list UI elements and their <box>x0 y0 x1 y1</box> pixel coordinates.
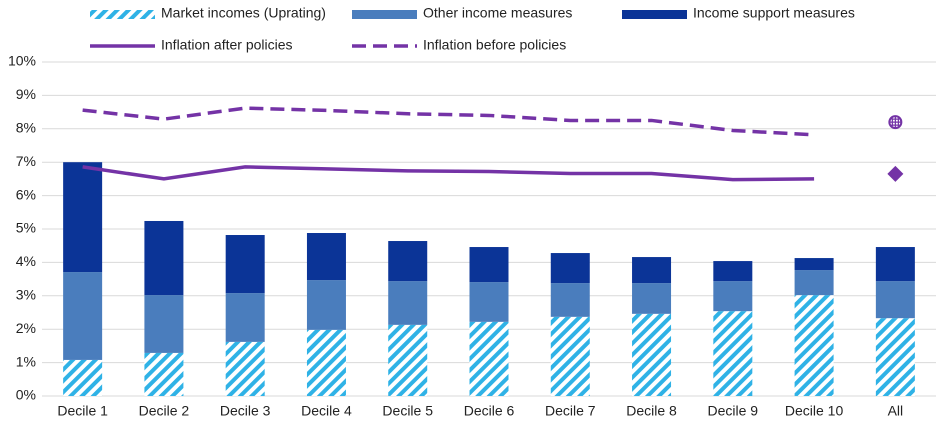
bar-segment <box>225 293 265 342</box>
line <box>82 165 815 182</box>
legend-swatch <box>90 10 155 19</box>
bar-segment <box>469 282 509 322</box>
bar-segment <box>713 311 753 396</box>
legend-label: Other income measures <box>423 5 572 21</box>
bar-segment <box>713 261 753 282</box>
bar-segment <box>469 321 509 396</box>
bar-segment <box>63 272 103 360</box>
legend-label: Inflation before policies <box>423 37 566 53</box>
marker-cross <box>889 116 902 129</box>
bar-segment <box>144 295 184 353</box>
bar-segment <box>794 270 834 296</box>
bar-segment <box>225 235 265 294</box>
line <box>82 106 815 137</box>
x-tick-label: Decile 10 <box>785 403 844 419</box>
x-tick-label: Decile 2 <box>139 403 190 419</box>
x-tick-label: Decile 7 <box>545 403 596 419</box>
legend-label: Income support measures <box>693 5 855 21</box>
bar-segment <box>875 281 915 319</box>
y-tick-label: 5% <box>16 220 36 236</box>
x-tick-label: Decile 6 <box>464 403 515 419</box>
x-tick-label: All <box>888 403 904 419</box>
y-tick-label: 1% <box>16 353 36 369</box>
legend-label: Market incomes (Uprating) <box>161 5 326 21</box>
y-tick-label: 0% <box>16 387 36 403</box>
bar-segment <box>225 341 265 396</box>
bar-segment <box>63 359 103 396</box>
bar-segment <box>550 316 590 396</box>
bar-segment <box>144 352 184 396</box>
bar-segment <box>632 313 672 396</box>
bar-segment <box>550 283 590 317</box>
bar-segment <box>794 295 834 396</box>
marker <box>888 115 903 130</box>
bar-segment <box>550 253 590 284</box>
bar-segment <box>63 162 103 273</box>
bar-segment <box>875 247 915 282</box>
bar-segment <box>713 281 753 312</box>
y-tick-label: 8% <box>16 120 36 136</box>
bar-segment <box>388 241 428 282</box>
marker <box>887 165 904 182</box>
y-tick-label: 10% <box>8 53 36 69</box>
bar-segment <box>388 324 428 396</box>
bar-segment <box>388 281 428 325</box>
bar-segment <box>632 283 672 314</box>
bar-segment <box>306 233 346 281</box>
bar-segment <box>469 247 509 283</box>
x-tick-label: Decile 4 <box>301 403 352 419</box>
x-tick-label: Decile 1 <box>57 403 108 419</box>
bar-segment <box>632 257 672 284</box>
x-tick-label: Decile 3 <box>220 403 271 419</box>
bar-segment <box>794 258 834 271</box>
x-tick-label: Decile 9 <box>708 403 759 419</box>
y-tick-label: 9% <box>16 86 36 102</box>
y-tick-label: 2% <box>16 320 36 336</box>
x-tick-label: Decile 8 <box>626 403 677 419</box>
bar-segment <box>875 318 915 396</box>
y-tick-label: 3% <box>16 287 36 303</box>
legend-swatch <box>352 10 417 19</box>
legend-swatch <box>622 10 687 19</box>
legend-label: Inflation after policies <box>161 37 293 53</box>
y-tick-label: 7% <box>16 153 36 169</box>
y-tick-label: 6% <box>16 186 36 202</box>
bar-segment <box>144 220 184 296</box>
bar-segment <box>306 280 346 330</box>
bar-segment <box>306 329 346 396</box>
x-tick-label: Decile 5 <box>382 403 433 419</box>
y-tick-label: 4% <box>16 253 36 269</box>
